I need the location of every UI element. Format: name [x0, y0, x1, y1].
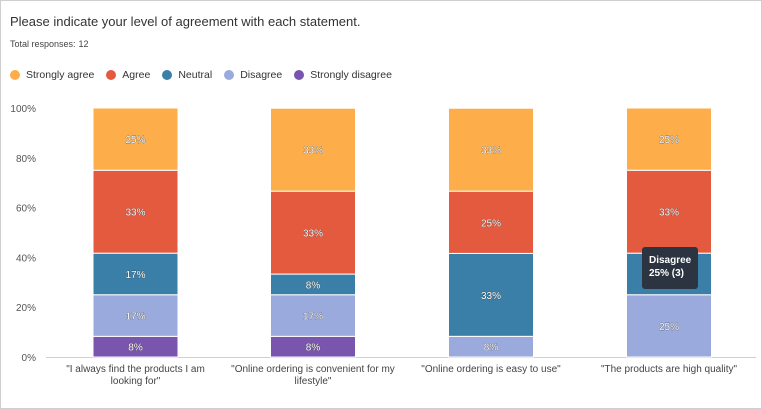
bar-segment [448, 252, 534, 337]
legend-label-0: Strongly agree [26, 69, 95, 81]
y-tick-label: 20% [16, 303, 36, 314]
bar-value-label: 25% [481, 218, 501, 229]
bar-value-label: 25% [659, 135, 679, 146]
chart-legend: Strongly agree Agree Neutral Disagree Strong… [10, 69, 404, 81]
bar-value-label: 8% [128, 343, 143, 354]
bar-segment [92, 169, 179, 254]
bar-value-label: 17% [303, 312, 323, 323]
x-category-label: "Online ordering is easy to use" [421, 364, 561, 375]
legend-swatch-3 [224, 70, 235, 80]
total-responses-count: 12 [78, 39, 89, 49]
total-responses-label: Total responses: [10, 39, 76, 49]
bar-value-label: 17% [125, 270, 145, 281]
bar-value-label: 8% [484, 343, 499, 354]
legend-swatch-1 [106, 70, 117, 80]
bar-value-label: 25% [659, 322, 679, 333]
bar-value-label: 33% [481, 291, 501, 302]
question-title: Please indicate your level of agreement … [10, 14, 361, 29]
bar-segment [92, 107, 179, 171]
legend-label-2: Neutral [178, 69, 213, 81]
tooltip-value: 25% (3) [649, 268, 685, 279]
bar-value-label: 8% [306, 280, 321, 291]
legend-item-0[interactable]: Strongly agree [10, 69, 94, 81]
legend-label-3: Disagree [240, 69, 283, 81]
bar-segment [270, 190, 356, 275]
y-tick-label: 0% [22, 353, 37, 364]
x-category-label: "I always find the products I am [66, 364, 205, 375]
bar-value-label: 33% [659, 208, 679, 219]
bar-value-label: 17% [125, 312, 145, 323]
legend-item-4[interactable]: Strongly disagree [294, 69, 392, 81]
bar-segment [448, 107, 534, 192]
total-responses: Total responses: 12 [10, 39, 89, 49]
legend-item-1[interactable]: Agree [106, 69, 150, 81]
bar-segment [626, 169, 712, 254]
y-tick-label: 80% [16, 154, 36, 165]
bar-value-label: 33% [481, 146, 501, 157]
legend-swatch-2 [162, 70, 173, 80]
x-category-label: "The products are high quality" [601, 364, 738, 375]
x-category-label: "Online ordering is convenient for my [231, 364, 395, 375]
bar-segment [270, 107, 356, 192]
tooltip-title: Disagree [649, 255, 692, 266]
legend-label-1: Agree [122, 69, 151, 81]
bar-value-label: 33% [303, 229, 323, 240]
y-tick-label: 100% [10, 104, 36, 115]
bar-segment [626, 107, 712, 171]
legend-item-2[interactable]: Neutral [162, 69, 212, 81]
bar-value-label: 33% [303, 146, 323, 157]
legend-swatch-4 [294, 70, 305, 80]
legend-label-4: Strongly disagree [310, 69, 392, 81]
bar-tooltip: Disagree 25% (3) [642, 247, 698, 289]
x-category-label: lifestyle" [295, 376, 332, 387]
bar-value-label: 8% [306, 343, 321, 354]
y-tick-label: 40% [16, 253, 36, 264]
legend-swatch-0 [10, 70, 20, 80]
legend-item-3[interactable]: Disagree [224, 69, 282, 81]
x-category-label: looking for" [111, 376, 161, 387]
bar-value-label: 33% [125, 208, 145, 219]
y-tick-label: 60% [16, 204, 36, 215]
bar-value-label: 25% [125, 135, 145, 146]
